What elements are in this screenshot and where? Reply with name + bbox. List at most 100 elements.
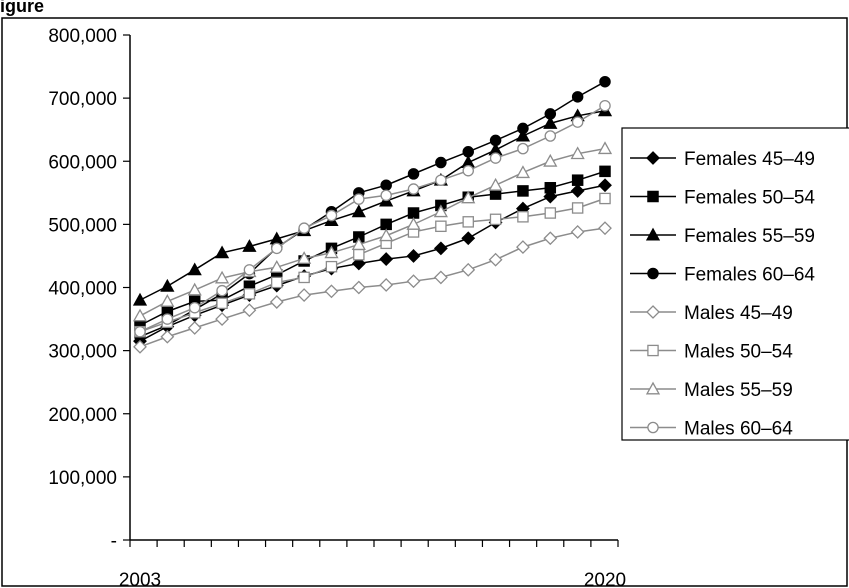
data-point (214, 270, 230, 284)
data-point (544, 130, 557, 142)
data-point (298, 222, 310, 234)
data-point (243, 264, 256, 276)
y-tick-label: 400,000 (48, 279, 117, 300)
data-point (461, 262, 476, 277)
data-point (543, 231, 558, 246)
data-point (462, 164, 474, 177)
data-point (597, 141, 613, 155)
data-point (517, 211, 529, 223)
data-point (243, 288, 256, 300)
data-point (406, 249, 421, 263)
y-tick-label: 600,000 (48, 152, 117, 173)
data-point (571, 174, 584, 186)
data-point (570, 225, 585, 239)
data-point (544, 108, 557, 120)
data-point (489, 134, 502, 147)
data-point (325, 209, 338, 222)
data-point (488, 252, 503, 267)
data-point (160, 329, 175, 344)
series-5 (134, 192, 611, 338)
data-point (543, 189, 558, 204)
legend-marker (647, 190, 659, 203)
legend-item-2: Females 55–59 (630, 226, 815, 247)
data-point (242, 303, 257, 318)
data-point (269, 259, 284, 273)
x-tick-label-first: 2003 (119, 570, 161, 588)
data-point (435, 174, 447, 186)
y-tick-label: - (111, 531, 117, 552)
data-point (407, 183, 420, 195)
x-tick-label-last: 2020 (584, 570, 626, 588)
y-ticks: 800,000 700,000 600,000 500,000 400,000 300,0… (48, 26, 130, 552)
legend-box (621, 127, 849, 441)
series-7 (134, 99, 611, 338)
data-point (516, 240, 530, 255)
data-point (298, 271, 310, 284)
data-point (599, 75, 611, 88)
data-point (188, 301, 201, 314)
caption-fragment: igure (0, 0, 44, 16)
legend-marker (645, 381, 661, 395)
data-point (187, 320, 202, 335)
data-point (599, 99, 611, 112)
data-point (215, 312, 229, 326)
legend-item-0: Females 45–49 (630, 149, 815, 170)
y-tick-label: 100,000 (48, 468, 117, 489)
data-point (160, 294, 175, 307)
data-point (407, 207, 420, 219)
data-point (351, 204, 366, 218)
data-point (544, 207, 557, 219)
series-line (139, 110, 606, 301)
data-point (297, 288, 312, 302)
legend-item-5: Males 50–54 (630, 342, 793, 363)
data-point (488, 177, 503, 191)
data-point (407, 168, 420, 180)
series-layer (132, 75, 613, 354)
data-point (214, 245, 230, 259)
series-3 (134, 75, 611, 343)
y-tick-label: 800,000 (48, 26, 117, 47)
data-point (380, 218, 392, 231)
data-point (133, 339, 147, 354)
data-point (570, 146, 585, 160)
data-point (160, 278, 175, 292)
data-point (570, 183, 585, 198)
legend-label: Females 50–54 (684, 188, 815, 209)
series-line (139, 147, 606, 317)
x-ticks: 2003 2020 (119, 540, 626, 588)
legend-marker (647, 267, 659, 280)
data-point (543, 116, 558, 129)
data-point (571, 202, 584, 214)
data-point (517, 122, 529, 135)
data-point (433, 241, 448, 256)
legend-marker (647, 421, 659, 434)
data-point (132, 292, 148, 306)
legend-item-3: Females 60–64 (630, 265, 815, 286)
y-tick-label: 200,000 (48, 405, 117, 426)
data-point (435, 156, 447, 169)
data-point (517, 185, 529, 197)
data-point (351, 280, 366, 295)
data-point (353, 248, 365, 261)
data-point (271, 276, 283, 289)
data-point (351, 237, 366, 251)
legend-item-1: Females 50–54 (630, 188, 815, 209)
data-point (489, 152, 502, 164)
legend-label: Females 45–49 (684, 149, 815, 170)
series-line (139, 105, 606, 333)
legend-item-4: Males 45–49 (630, 303, 793, 324)
series-1 (134, 165, 611, 332)
data-point (379, 228, 394, 242)
legend-marker (645, 227, 661, 241)
data-point (461, 190, 476, 204)
data-point (515, 165, 531, 179)
data-point (269, 295, 284, 309)
data-point (351, 256, 366, 271)
data-point (325, 260, 338, 273)
data-point (132, 308, 148, 322)
data-point (379, 278, 394, 292)
data-point (353, 193, 365, 205)
legend: Females 45–49 Females 50–54 Females 55–59 F… (630, 149, 815, 440)
series-line (139, 227, 606, 348)
data-point (543, 153, 558, 167)
